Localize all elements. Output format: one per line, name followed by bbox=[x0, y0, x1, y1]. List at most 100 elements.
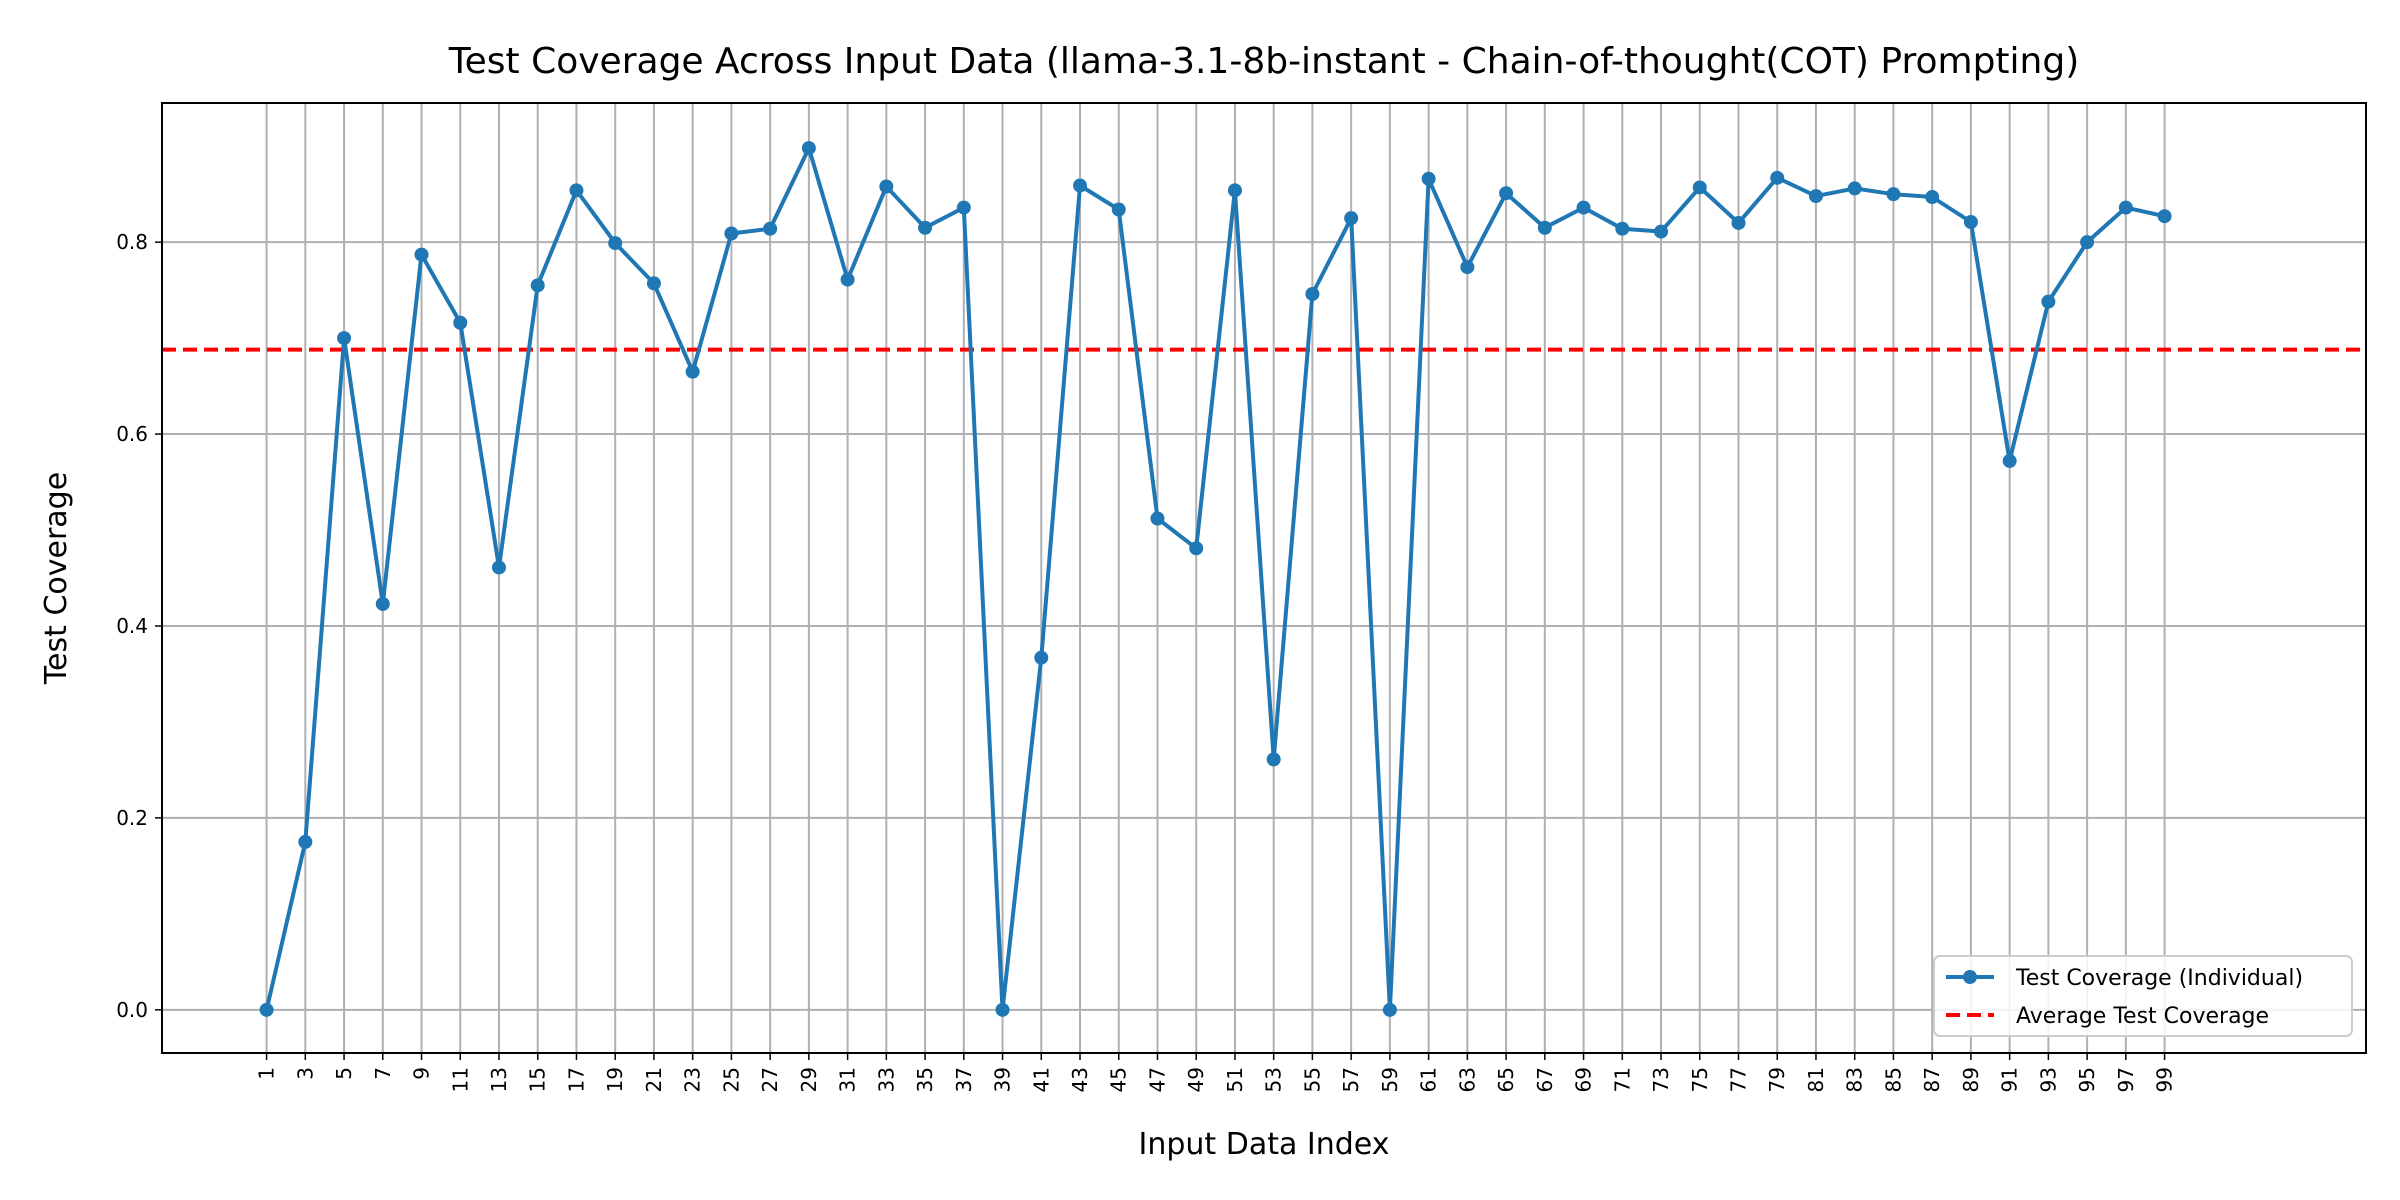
x-tick-label: 39 bbox=[991, 1067, 1015, 1092]
data-point bbox=[1731, 215, 1746, 230]
data-point bbox=[453, 315, 468, 330]
data-point bbox=[1421, 171, 1436, 186]
x-tick-label: 61 bbox=[1417, 1067, 1441, 1092]
data-point bbox=[724, 226, 739, 241]
data-point bbox=[995, 1002, 1010, 1017]
x-tick-label: 57 bbox=[1339, 1067, 1363, 1092]
x-tick-label: 47 bbox=[1145, 1067, 1169, 1092]
legend-label-average: Average Test Coverage bbox=[2016, 1004, 2269, 1029]
x-tick-label: 9 bbox=[410, 1067, 434, 1080]
data-point bbox=[2002, 453, 2017, 468]
data-point bbox=[1925, 190, 1940, 205]
grid bbox=[162, 103, 2366, 1053]
legend-marker-individual bbox=[1963, 970, 1977, 984]
data-point bbox=[879, 179, 894, 194]
y-tick-label: 0.6 bbox=[116, 422, 148, 446]
x-tick-label: 91 bbox=[1998, 1067, 2022, 1092]
data-point bbox=[1227, 183, 1242, 198]
data-point bbox=[491, 560, 506, 575]
x-axis: 1 3 5 7 9 11 13 15 17 19 21 23 25 27 29 31 33 35 37 39 41 43 4… bbox=[255, 1053, 2177, 1092]
data-point bbox=[375, 596, 390, 611]
chart-title: Test Coverage Across Input Data (llama-3… bbox=[448, 41, 2080, 82]
x-tick-label: 77 bbox=[1726, 1067, 1750, 1092]
x-tick-label: 41 bbox=[1029, 1067, 1053, 1092]
x-tick-label: 97 bbox=[2114, 1067, 2138, 1092]
x-tick-label: 87 bbox=[1920, 1067, 1944, 1092]
data-point bbox=[2118, 200, 2133, 215]
x-tick-label: 27 bbox=[758, 1067, 782, 1092]
x-tick-label: 29 bbox=[797, 1067, 821, 1092]
data-point bbox=[1499, 186, 1514, 201]
legend-box bbox=[1933, 955, 2353, 1037]
x-tick-label: 65 bbox=[1494, 1067, 1518, 1092]
legend: Test Coverage (Individual) Average Test … bbox=[1933, 955, 2353, 1037]
data-point bbox=[530, 278, 545, 293]
data-point bbox=[337, 331, 352, 346]
data-point bbox=[763, 221, 778, 236]
x-tick-label: 89 bbox=[1959, 1067, 1983, 1092]
y-tick-label: 0.2 bbox=[116, 806, 148, 830]
data-point bbox=[2080, 235, 2095, 250]
x-tick-label: 33 bbox=[874, 1067, 898, 1092]
data-point bbox=[918, 220, 933, 235]
data-point bbox=[1073, 178, 1088, 193]
x-tick-label: 13 bbox=[487, 1067, 511, 1092]
x-tick-label: 71 bbox=[1610, 1067, 1634, 1092]
x-tick-label: 23 bbox=[681, 1067, 705, 1092]
data-point bbox=[608, 236, 623, 251]
data-point bbox=[1460, 260, 1475, 275]
legend-label-individual: Test Coverage (Individual) bbox=[2015, 966, 2303, 991]
x-tick-label: 5 bbox=[332, 1067, 356, 1080]
data-point bbox=[1189, 541, 1204, 556]
x-tick-label: 95 bbox=[2075, 1067, 2099, 1092]
data-point bbox=[801, 141, 816, 156]
x-tick-label: 59 bbox=[1378, 1067, 1402, 1092]
x-axis-label: Input Data Index bbox=[1139, 1127, 1390, 1162]
x-tick-label: 53 bbox=[1262, 1067, 1286, 1092]
x-tick-label: 21 bbox=[642, 1067, 666, 1092]
x-tick-label: 75 bbox=[1688, 1067, 1712, 1092]
data-point bbox=[646, 276, 661, 291]
data-point bbox=[1886, 187, 1901, 202]
y-tick-label: 0.0 bbox=[116, 998, 148, 1022]
data-point bbox=[1537, 220, 1552, 235]
data-point bbox=[1963, 214, 1978, 229]
x-tick-label: 99 bbox=[2153, 1067, 2177, 1092]
y-axis: 0.0 0.2 0.4 0.6 0.8 bbox=[116, 230, 162, 1022]
data-point bbox=[414, 247, 429, 262]
x-tick-label: 45 bbox=[1107, 1067, 1131, 1092]
x-tick-label: 81 bbox=[1804, 1067, 1828, 1092]
data-point bbox=[2157, 209, 2172, 224]
data-point bbox=[1150, 511, 1165, 526]
data-point bbox=[1576, 200, 1591, 215]
x-tick-label: 19 bbox=[603, 1067, 627, 1092]
data-point bbox=[1847, 181, 1862, 196]
x-tick-label: 51 bbox=[1223, 1067, 1247, 1092]
data-point bbox=[840, 272, 855, 287]
x-tick-label: 7 bbox=[371, 1067, 395, 1080]
data-point bbox=[1808, 189, 1823, 204]
data-point bbox=[1305, 286, 1320, 301]
x-tick-label: 17 bbox=[564, 1067, 588, 1092]
data-point bbox=[1615, 221, 1630, 236]
plot-frame bbox=[161, 102, 2367, 1054]
y-tick-label: 0.4 bbox=[116, 614, 148, 638]
data-point bbox=[569, 183, 584, 198]
x-tick-label: 31 bbox=[836, 1067, 860, 1092]
data-point bbox=[1654, 224, 1669, 239]
x-tick-label: 67 bbox=[1533, 1067, 1557, 1092]
data-point bbox=[1034, 650, 1049, 665]
data-point bbox=[1770, 170, 1785, 185]
data-point bbox=[1111, 202, 1126, 217]
data-point bbox=[298, 834, 313, 849]
data-point bbox=[685, 364, 700, 379]
x-tick-label: 63 bbox=[1455, 1067, 1479, 1092]
x-tick-label: 35 bbox=[913, 1067, 937, 1092]
x-tick-label: 43 bbox=[1068, 1067, 1092, 1092]
data-point bbox=[1266, 752, 1281, 767]
x-tick-label: 85 bbox=[1881, 1067, 1905, 1092]
y-axis-label: Test Coverage bbox=[39, 472, 74, 685]
x-tick-label: 83 bbox=[1843, 1067, 1867, 1092]
x-tick-label: 15 bbox=[526, 1067, 550, 1092]
